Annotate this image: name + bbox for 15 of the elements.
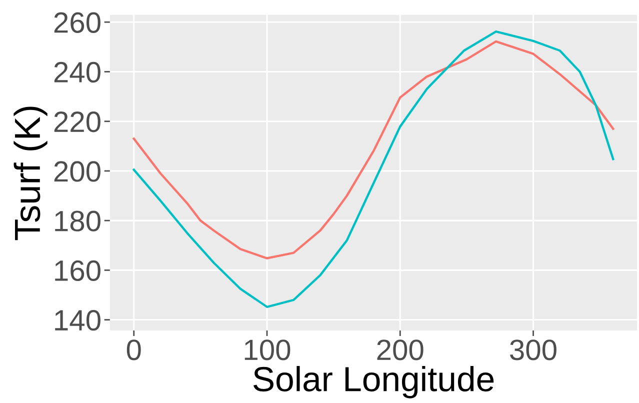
y-axis-title: Tsurf (K): [14, 106, 48, 240]
x-axis-title: Solar Longitude: [253, 366, 494, 398]
y-tick-label: 200: [54, 161, 100, 182]
x-tick-label: 200: [377, 340, 424, 360]
x-tick-label: 100: [244, 340, 290, 360]
y-tick-label: 260: [54, 12, 100, 33]
y-tick-label: 220: [54, 112, 100, 132]
line-series: [132, 30, 614, 308]
y-tick-label: 180: [55, 210, 100, 232]
y-tick-label: 160: [55, 260, 100, 282]
y-tick-label: 140: [55, 310, 100, 331]
x-tick-label: 300: [510, 340, 556, 360]
line-series: [132, 40, 614, 260]
y-tick-label: 240: [54, 62, 100, 83]
x-tick-label: 0: [126, 340, 141, 360]
